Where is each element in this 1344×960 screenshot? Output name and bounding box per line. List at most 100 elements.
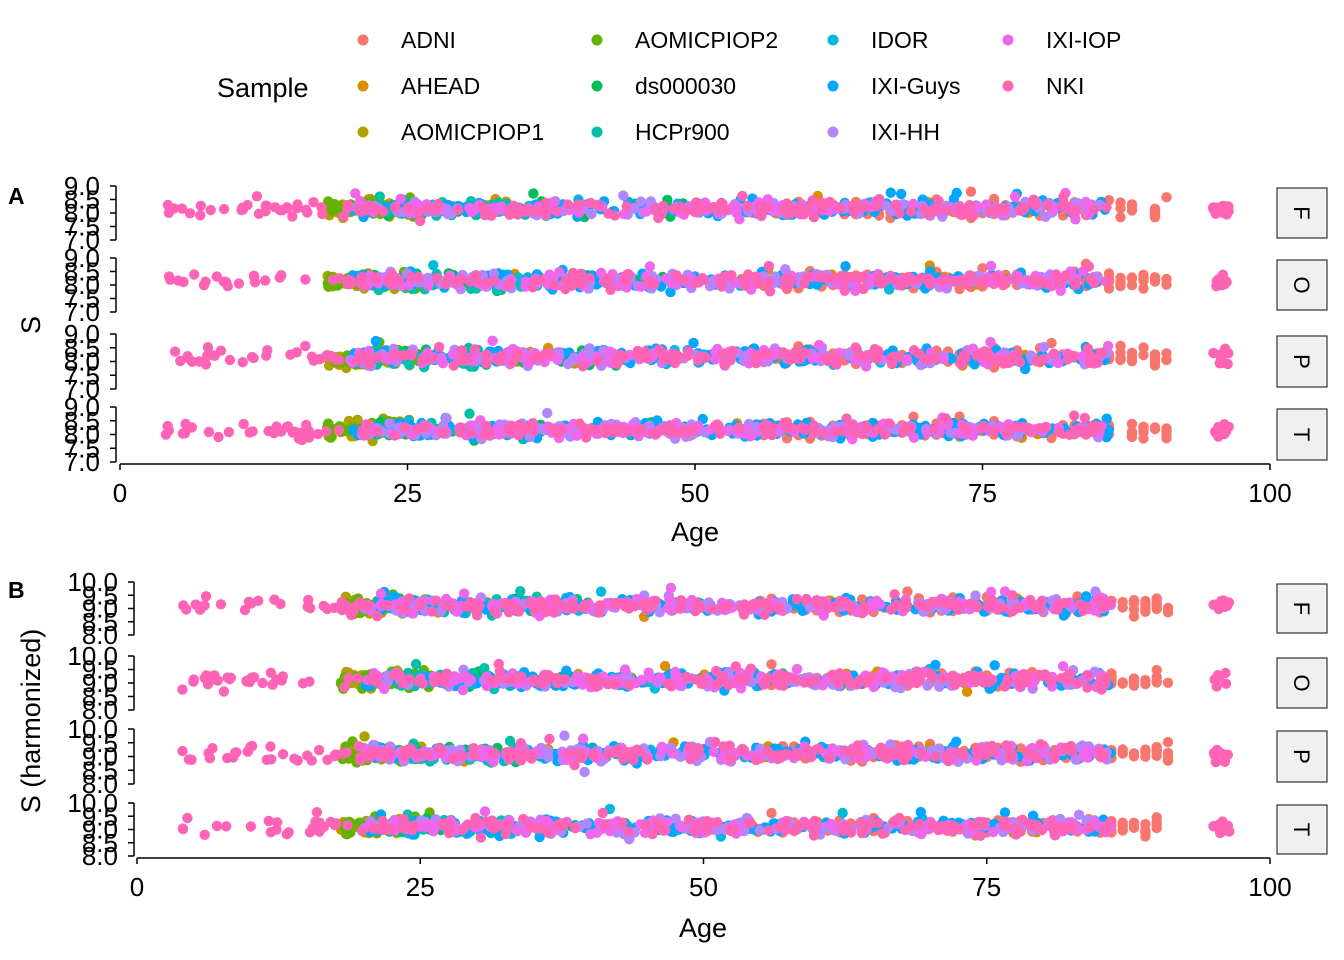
point-NKI: [1054, 426, 1065, 438]
point-NKI: [300, 274, 311, 285]
point-NKI: [808, 425, 819, 437]
point-NKI: [677, 274, 689, 286]
point-NKI: [394, 274, 405, 286]
point-IXI-IOP: [1009, 191, 1021, 202]
point-NKI: [829, 352, 841, 363]
point-IDOR: [428, 260, 439, 271]
point-NKI: [1219, 601, 1231, 612]
point-IXI-IOP: [985, 260, 997, 272]
point-NKI: [539, 601, 551, 613]
x-tick-label: 75: [968, 478, 997, 508]
point-NKI: [940, 204, 952, 215]
legend-key-AHEAD: [357, 80, 369, 92]
point-NKI: [515, 203, 527, 214]
point-IXI-IOP: [436, 352, 447, 363]
point-NKI: [884, 418, 895, 429]
legend-label-AOMICPIOP2: AOMICPIOP2: [635, 27, 778, 53]
x-tick-label: 50: [681, 478, 710, 508]
point-NKI: [269, 594, 280, 605]
point-ADNI: [1115, 203, 1126, 214]
point-NKI: [338, 211, 349, 222]
legend-key-IXI-Guys: [827, 80, 839, 92]
point-NKI: [716, 197, 727, 209]
facet-O: 7.07.58.08.59.0O: [64, 243, 1328, 327]
point-NKI: [448, 360, 459, 371]
point-NKI: [248, 270, 260, 281]
point-NKI: [224, 354, 236, 366]
point-NKI: [260, 200, 271, 211]
point-NKI: [1031, 356, 1042, 367]
point-NKI: [455, 422, 467, 433]
point-NKI: [567, 598, 578, 609]
point-NKI: [1007, 590, 1018, 601]
point-NKI: [785, 354, 796, 365]
legend-label-IDOR: IDOR: [871, 27, 929, 53]
point-NKI: [484, 429, 495, 440]
point-NKI: [858, 283, 869, 295]
point-NKI: [1210, 426, 1221, 437]
point-NKI: [281, 202, 293, 213]
y-tick-label: 10.0: [67, 641, 118, 671]
point-NKI: [992, 204, 1003, 215]
x-tick-label: 25: [393, 478, 422, 508]
point-IXI-Guys: [948, 193, 960, 205]
point-NKI: [574, 418, 585, 429]
legend-label-IXI-Guys: IXI-Guys: [871, 73, 960, 99]
point-IXI-IOP: [665, 582, 677, 594]
point-NKI: [791, 593, 803, 605]
point-NKI: [1070, 279, 1081, 290]
point-NKI: [523, 205, 535, 216]
point-NKI: [1003, 423, 1015, 434]
point-NKI: [839, 285, 850, 296]
point-NKI: [903, 271, 915, 283]
point-NKI: [871, 353, 882, 364]
point-NKI: [725, 355, 736, 366]
point-NKI: [958, 351, 969, 363]
point-ADNI: [1161, 425, 1172, 436]
point-IXI-IOP: [466, 206, 477, 217]
point-NKI: [798, 209, 809, 220]
point-NKI: [205, 204, 216, 216]
point-NKI: [527, 282, 538, 293]
point-NKI: [759, 609, 770, 620]
point-NKI: [473, 602, 484, 613]
point-NKI: [857, 271, 868, 282]
point-NKI: [527, 424, 538, 436]
point-IXI-IOP: [762, 194, 773, 205]
point-NKI: [248, 352, 259, 364]
point-NKI: [426, 606, 437, 617]
point-NKI: [979, 346, 990, 357]
point-NKI: [169, 346, 181, 357]
point-NKI: [562, 199, 573, 210]
point-NKI: [859, 604, 870, 616]
point-NKI: [200, 591, 212, 602]
point-NKI: [874, 194, 885, 205]
point-NKI: [861, 421, 872, 432]
point-IXI-IOP: [375, 588, 387, 599]
point-ADNI: [1149, 356, 1161, 367]
point-ADNI: [1117, 596, 1128, 608]
point-NKI: [1088, 420, 1099, 431]
point-NKI: [1074, 599, 1085, 610]
point-NKI: [356, 206, 368, 217]
point-NKI: [894, 279, 906, 290]
point-ADNI: [1149, 422, 1161, 433]
point-NKI: [243, 596, 255, 607]
point-NKI: [453, 204, 464, 216]
point-NKI: [961, 424, 972, 435]
point-NKI: [395, 602, 407, 613]
point-ds000030: [528, 188, 539, 199]
point-NKI: [334, 273, 346, 284]
point-NKI: [836, 425, 847, 437]
point-NKI: [308, 355, 319, 366]
point-NKI: [668, 348, 680, 360]
legend-key-IXI-IOP: [1002, 34, 1014, 46]
point-NKI: [580, 432, 592, 443]
strip-label: T: [1289, 428, 1314, 441]
point-ADNI: [766, 659, 777, 670]
point-NKI: [816, 272, 827, 283]
point-NKI: [413, 207, 424, 218]
legend-label-NKI: NKI: [1046, 73, 1084, 99]
point-NKI: [689, 206, 701, 218]
point-NKI: [687, 425, 698, 436]
